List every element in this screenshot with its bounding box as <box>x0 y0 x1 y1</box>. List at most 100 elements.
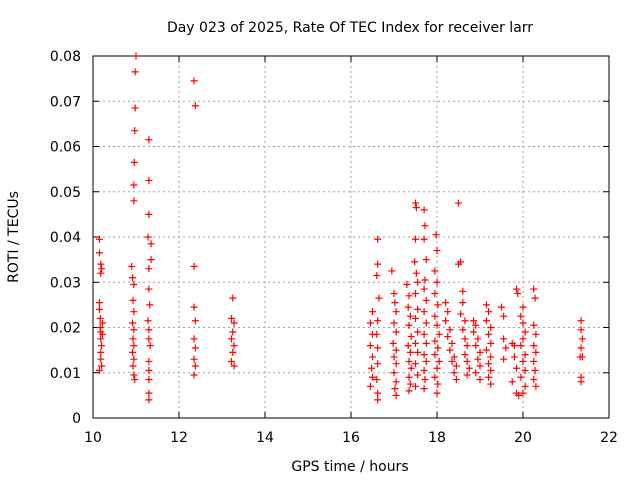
data-point <box>517 342 525 350</box>
data-point <box>519 389 527 397</box>
data-point <box>95 366 103 374</box>
data-point <box>392 308 400 316</box>
data-point <box>406 348 414 356</box>
data-point <box>374 396 382 404</box>
data-point <box>392 391 400 399</box>
data-point <box>500 312 508 320</box>
data-point <box>366 382 374 390</box>
data-point <box>472 369 480 377</box>
data-point <box>422 296 430 304</box>
data-point <box>463 342 471 350</box>
data-point <box>145 389 153 397</box>
data-point <box>129 348 137 356</box>
data-point <box>431 337 439 345</box>
data-point <box>191 102 199 110</box>
data-point <box>131 376 139 384</box>
data-point <box>452 362 460 370</box>
data-point <box>405 292 413 300</box>
data-point <box>420 366 428 374</box>
data-point <box>229 294 237 302</box>
data-point <box>146 301 154 309</box>
data-point <box>191 344 199 352</box>
data-point <box>434 301 442 309</box>
data-point <box>461 317 469 325</box>
data-point <box>519 357 527 365</box>
data-point <box>129 335 137 343</box>
data-point <box>485 360 493 368</box>
data-point <box>129 319 137 327</box>
data-point <box>422 357 430 365</box>
data-point <box>405 387 413 395</box>
x-tick-label: 12 <box>170 430 188 446</box>
data-point <box>510 342 518 350</box>
data-point <box>145 326 153 334</box>
data-point <box>392 378 400 386</box>
data-point <box>191 362 199 370</box>
data-point <box>461 351 469 359</box>
data-point <box>459 326 467 334</box>
data-point <box>98 330 106 338</box>
data-point <box>515 391 523 399</box>
data-point <box>433 278 441 286</box>
data-point <box>517 312 525 320</box>
data-point <box>498 303 505 311</box>
data-point <box>577 317 585 325</box>
data-point <box>405 357 413 365</box>
data-point <box>519 319 527 327</box>
data-point <box>461 335 469 343</box>
data-point <box>532 348 540 356</box>
x-tick-label: 10 <box>84 430 102 446</box>
data-point <box>374 317 382 325</box>
data-point <box>147 256 155 264</box>
data-point <box>470 317 478 325</box>
data-point <box>369 308 376 316</box>
data-point <box>432 231 440 239</box>
data-point <box>421 276 429 284</box>
data-point <box>420 206 428 214</box>
data-point <box>390 353 398 361</box>
data-point <box>433 389 441 397</box>
data-point <box>472 342 480 350</box>
data-point <box>412 314 419 322</box>
data-point <box>130 181 138 189</box>
data-point <box>95 299 103 307</box>
data-point <box>374 389 382 397</box>
data-point <box>374 344 382 352</box>
data-point <box>433 321 441 329</box>
data-point <box>128 262 136 270</box>
data-point <box>407 364 415 372</box>
data-point <box>391 385 399 393</box>
data-point <box>366 319 374 327</box>
data-point <box>390 369 398 377</box>
data-point <box>130 158 138 166</box>
data-point <box>145 176 153 184</box>
data-point <box>470 328 478 336</box>
data-point <box>96 314 104 322</box>
data-point <box>422 339 430 347</box>
x-tick-label: 18 <box>428 430 446 446</box>
data-point <box>98 265 106 273</box>
data-point <box>131 68 139 76</box>
data-point <box>405 373 413 381</box>
data-point <box>459 287 467 295</box>
data-point <box>521 351 529 359</box>
data-point <box>129 274 137 282</box>
data-point <box>431 267 439 275</box>
data-point <box>98 342 106 350</box>
y-tick-label: 0.05 <box>50 185 81 201</box>
data-point <box>404 303 412 311</box>
data-point <box>431 290 439 298</box>
y-tick-labels: 0 0.01 0.02 0.03 0.04 0.05 0.06 0.07 0.08 <box>50 49 81 427</box>
data-point <box>500 335 508 343</box>
data-point <box>532 330 540 338</box>
data-point <box>97 269 105 277</box>
data-point <box>421 222 429 230</box>
x-tick-label: 16 <box>342 430 360 446</box>
data-point <box>434 344 442 352</box>
data-point <box>414 328 422 336</box>
data-point <box>531 366 539 374</box>
data-point <box>145 285 153 293</box>
data-point <box>420 285 428 293</box>
data-point <box>463 371 471 379</box>
